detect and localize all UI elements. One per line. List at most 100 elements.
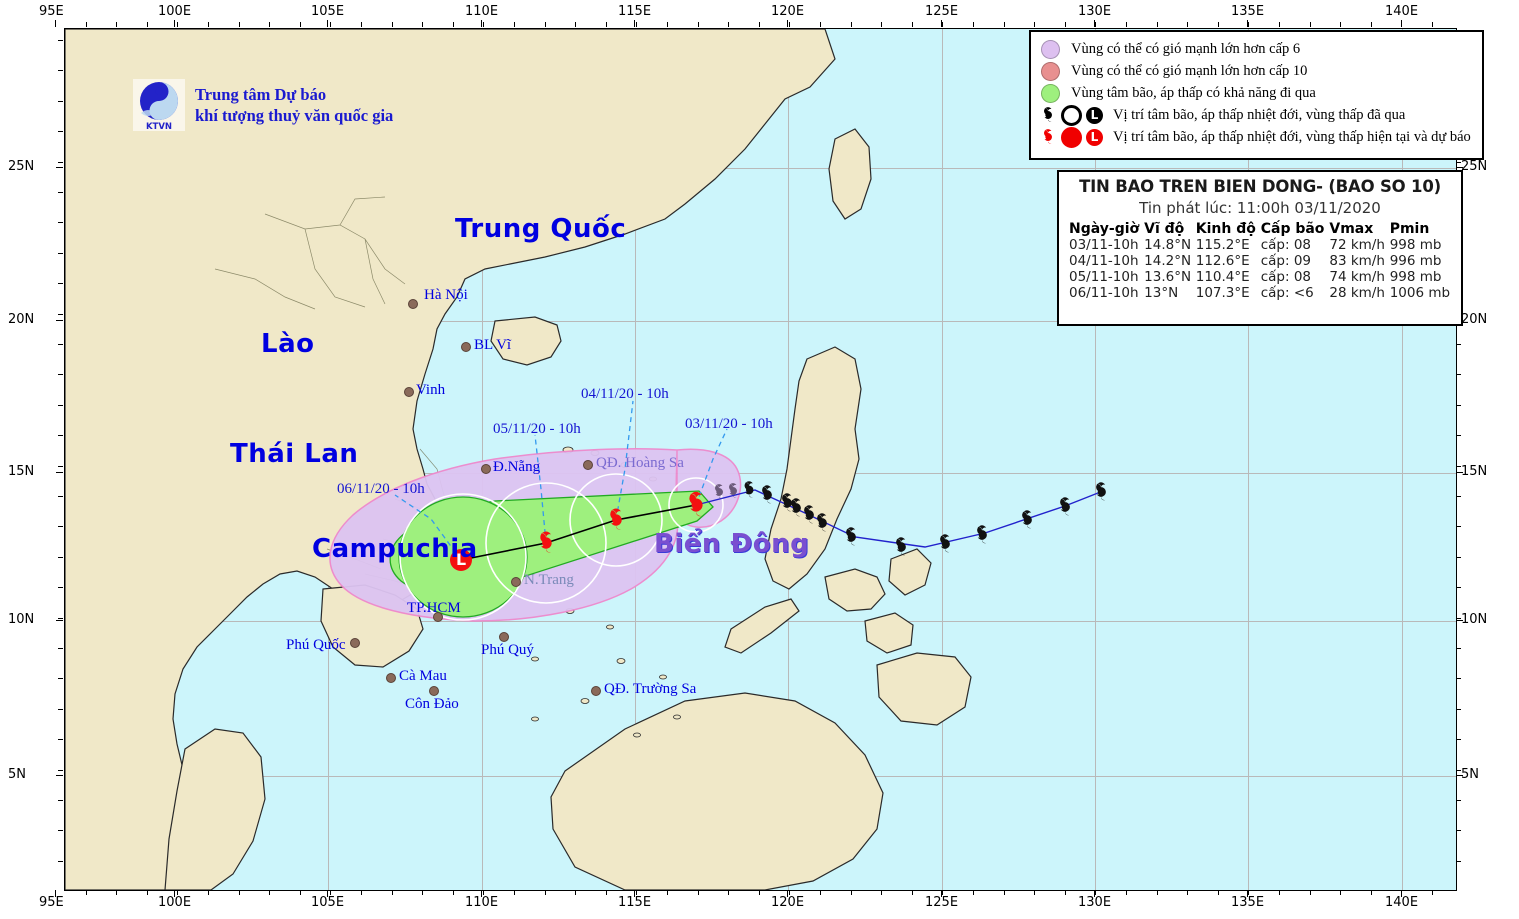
gridline-vertical [942, 29, 943, 890]
axis-minor-tick [1370, 22, 1372, 27]
city-label: Côn Đảo [405, 696, 459, 712]
axis-minor-tick [605, 22, 607, 27]
city-label: Đ.Nẵng [493, 459, 541, 475]
agency-name-line1: Trung tâm Dự báo [195, 85, 327, 104]
axis-tick [787, 20, 788, 27]
forecast-table-cell: 05/11-10h [1069, 269, 1139, 285]
axis-minor-tick [58, 192, 63, 193]
table-row: 06/11-10h 13°N 107.3°E cấp: <6 28 km/h 1006 m… [1067, 285, 1453, 301]
green-circle-swatch [1040, 83, 1060, 103]
legend-row: Vùng có thể có gió mạnh lớn hơn cấp 6 [1039, 38, 1474, 60]
landmass-visayas [824, 568, 886, 612]
axis-minor-tick [58, 40, 63, 41]
forecast-table-cell: cấp: 09 [1260, 253, 1312, 269]
axis-minor-tick [1095, 22, 1097, 27]
axis-minor-tick [58, 708, 63, 710]
axis-minor-tick [1064, 22, 1066, 27]
axis-minor-tick [58, 526, 63, 528]
forecast-table-cell: 03/11-10h [1069, 237, 1139, 253]
axis-minor-tick [1456, 465, 1461, 467]
landmass-palawan [724, 598, 800, 654]
axis-minor-tick [146, 22, 148, 27]
axis-minor-tick [58, 617, 63, 619]
axis-minor-tick [1003, 890, 1005, 895]
axis-minor-tick [973, 22, 974, 27]
axis-minor-tick [850, 890, 852, 895]
axis-minor-tick [1456, 556, 1461, 558]
axis-minor-tick [58, 648, 63, 649]
storm-cyclone-symbol [1090, 481, 1112, 508]
lat-tick-label: 5N [1461, 767, 1479, 782]
lat-tick-label: 15N [1461, 464, 1488, 479]
city-marker-dot [499, 632, 509, 642]
agency-name: Trung tâm Dự báo khí tượng thuỷ văn quốc… [195, 84, 393, 126]
low-pressure-icon: L [1086, 106, 1103, 124]
storm-cyclone-symbol [1016, 509, 1038, 536]
axis-minor-tick [55, 890, 56, 895]
city-marker-dot [386, 673, 396, 683]
city-marker-dot [408, 299, 418, 309]
legend-row: L Vị trí tâm bão, áp thấp nhiệt đới, vùng… [1039, 104, 1474, 126]
axis-minor-tick [483, 22, 485, 27]
axis-minor-tick [58, 222, 63, 224]
city-marker-dot [404, 387, 414, 397]
city-marker-dot [591, 686, 601, 696]
axis-minor-tick [1126, 890, 1127, 895]
table-row: 05/11-10h 13.6°N 110.4°E cấp: 08 74 km/h 998 … [1067, 269, 1453, 285]
storm-cyclone-symbol [603, 507, 629, 538]
axis-minor-tick [361, 22, 362, 27]
lon-tick-label: 130E [1078, 4, 1112, 19]
axis-minor-tick [575, 22, 577, 27]
lon-tick-label: 120E [771, 4, 805, 19]
red-storm-symbols: L [1039, 126, 1103, 148]
city-label: Cà Mau [399, 668, 447, 684]
storm-cyclone-symbol [776, 492, 798, 519]
axis-tick [634, 890, 635, 897]
country-label: Lào [261, 329, 315, 359]
storm-cyclone-symbol [681, 490, 711, 525]
lon-tick-label: 95E [39, 895, 64, 910]
storm-low-pressure-marker: L [450, 549, 472, 571]
forecast-table-cell: 13°N [1144, 285, 1179, 301]
lat-tick-label: 10N [8, 612, 35, 627]
legend-row: Vùng có thể có gió mạnh lớn hơn cấp 10 [1039, 60, 1474, 82]
forecast-table-cell: 83 km/h [1329, 253, 1385, 269]
forecast-table-cell: 998 mb [1389, 269, 1442, 285]
axis-tick [481, 20, 482, 27]
forecast-table: Ngày-giờ Vĩ độ Kinh độ Cấp bão Vmax Pmin 03/1… [1067, 221, 1453, 301]
axis-tick [787, 890, 788, 897]
axis-minor-tick [1456, 860, 1461, 862]
storm-cyclone-symbol [811, 512, 833, 539]
axis-minor-tick [85, 22, 87, 27]
axis-minor-tick [1432, 22, 1433, 27]
axis-minor-tick [636, 890, 638, 895]
axis-minor-tick [942, 22, 944, 27]
city-marker-dot [511, 577, 521, 587]
lon-tick-label: 105E [311, 895, 345, 910]
forecast-table-cell: 1006 mb [1389, 285, 1451, 301]
axis-minor-tick [58, 769, 63, 771]
axis-tick [634, 20, 635, 27]
axis-minor-tick [422, 890, 424, 895]
forecast-date-label: 05/11/20 - 10h [493, 421, 581, 437]
axis-minor-tick [1217, 22, 1219, 27]
axis-tick [1456, 620, 1463, 621]
storm-cyclone-symbol [739, 480, 759, 505]
axis-minor-tick [1456, 404, 1461, 406]
axis-minor-tick [728, 890, 730, 895]
axis-minor-tick [850, 22, 852, 27]
axis-minor-tick [1432, 890, 1433, 895]
axis-minor-tick [1279, 22, 1280, 27]
purple-circle-swatch [1040, 39, 1060, 59]
country-label: Trung Quốc [455, 214, 627, 244]
lon-tick-label: 135E [1231, 4, 1265, 19]
axis-minor-tick [58, 465, 63, 467]
lon-tick-label: 120E [771, 895, 805, 910]
lat-tick-label: 25N [1461, 159, 1488, 174]
axis-tick [1094, 890, 1095, 897]
axis-minor-tick [58, 739, 63, 741]
axis-minor-tick [58, 830, 63, 832]
axis-minor-tick [514, 22, 515, 27]
axis-minor-tick [544, 890, 546, 895]
forecast-track-line [460, 504, 697, 561]
